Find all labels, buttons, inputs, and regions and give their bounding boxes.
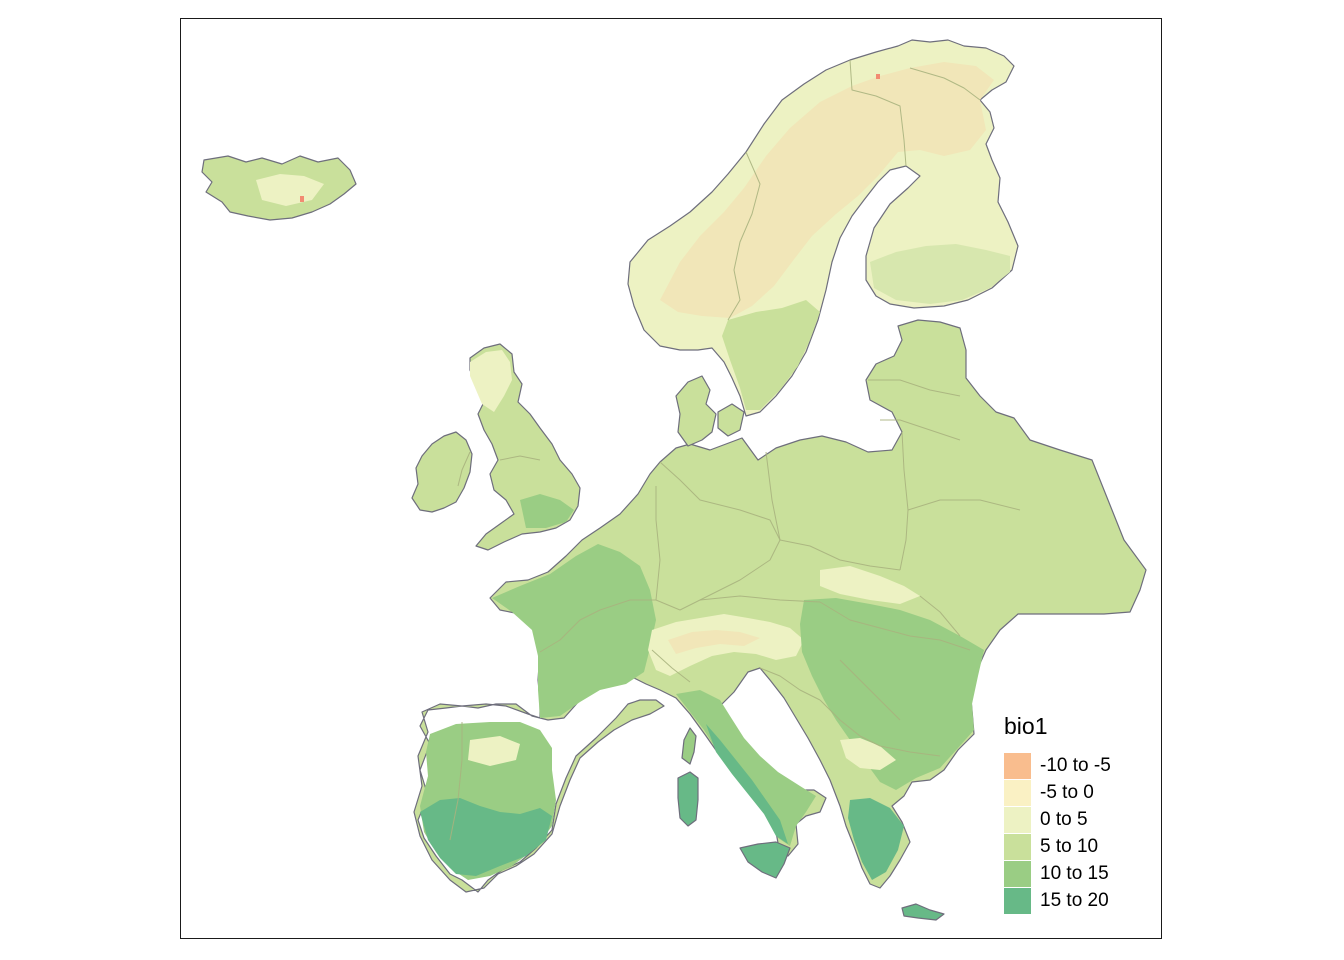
- legend-title: bio1: [1004, 713, 1048, 739]
- legend-swatch: [1004, 888, 1031, 914]
- legend-label: 0 to 5: [1040, 809, 1088, 830]
- legend-item: -10 to -5: [1004, 752, 1154, 779]
- corsica: [681, 727, 697, 765]
- legend-swatch: [1004, 807, 1031, 833]
- country-borders: [449, 59, 1021, 841]
- legend-item: 15 to 20: [1004, 887, 1154, 914]
- legend-item: 10 to 15: [1004, 860, 1154, 887]
- legend-swatch: [1004, 834, 1031, 860]
- legend-label: 5 to 10: [1040, 836, 1099, 857]
- legend-item: 5 to 10: [1004, 833, 1154, 860]
- ireland: [411, 431, 473, 513]
- sicily: [739, 841, 791, 879]
- legend-label: 15 to 20: [1040, 890, 1109, 911]
- mainland-europe: [413, 319, 1147, 893]
- legend-item: -5 to 0: [1004, 779, 1154, 806]
- crete: [901, 903, 945, 921]
- map-legend: bio1 -10 to -5 -5 to 0 0 to 5 5 to 10 10…: [1004, 712, 1154, 920]
- sardinia: [677, 771, 699, 827]
- legend-swatch: [1004, 753, 1031, 779]
- legend-swatch: [1004, 861, 1031, 887]
- legend-swatch: [1004, 780, 1031, 806]
- legend-label: -10 to -5: [1040, 755, 1111, 776]
- legend-label: 10 to 15: [1040, 863, 1109, 884]
- legend-label: -5 to 0: [1040, 782, 1094, 803]
- denmark: [675, 375, 717, 447]
- legend-item: 0 to 5: [1004, 806, 1154, 833]
